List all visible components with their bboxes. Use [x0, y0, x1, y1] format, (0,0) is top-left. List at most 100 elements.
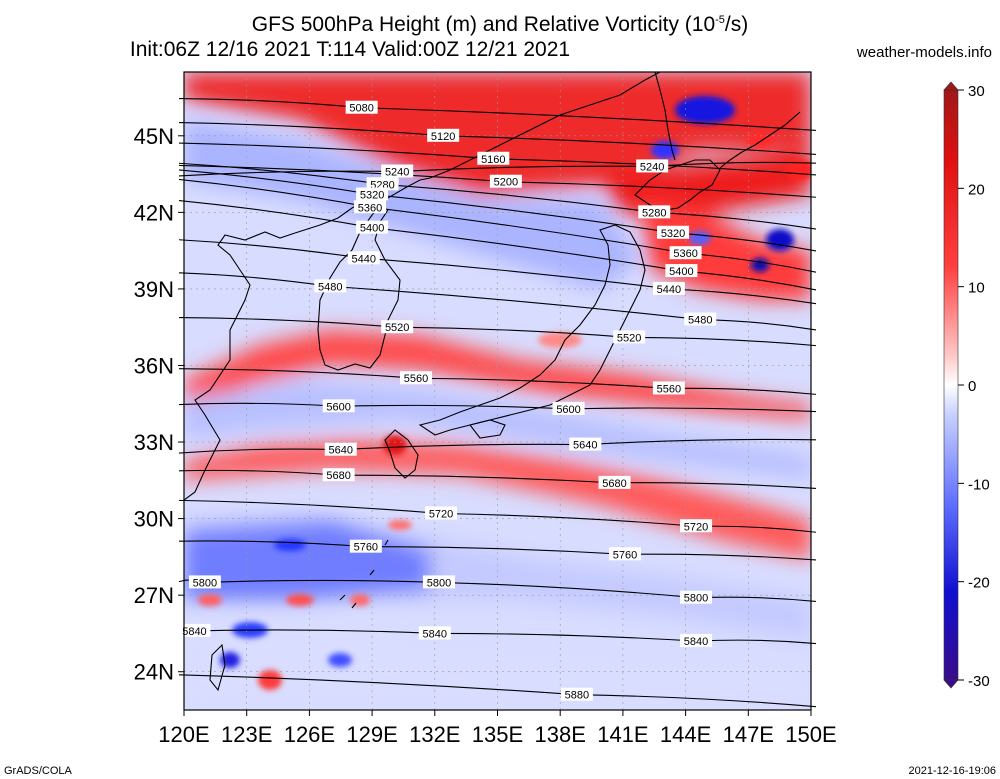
contour-label-bg: [418, 626, 451, 640]
contour-label-bg: [427, 128, 460, 142]
map-title-line-1: GFS 500hPa Height (m) and Relative Vorti…: [251, 13, 749, 36]
contour-label: 5200: [494, 177, 518, 189]
contour-label-bg: [613, 330, 646, 344]
contour-label: 5320: [360, 189, 384, 201]
lat-tick-label: 24N: [134, 660, 174, 685]
lon-tick-label: 123E: [221, 722, 272, 747]
contour-label: 5440: [351, 253, 375, 265]
lon-tick-label: 132E: [409, 722, 460, 747]
height-contour-line: [178, 272, 817, 331]
colorbar-max-arrow: [943, 81, 959, 91]
height-contour-line: [178, 200, 817, 291]
height-contours: [178, 98, 817, 708]
contour-label: 5880: [565, 690, 589, 702]
contour-label: 5680: [602, 478, 626, 490]
contour-label: 5760: [354, 542, 378, 554]
colorbar-label: 30: [968, 83, 985, 100]
colorbar-ticks: 30 20 10 0 -10 -20 -30: [958, 83, 990, 690]
height-contour-line: [178, 674, 817, 708]
contour-label: 5320: [661, 228, 685, 240]
height-contour-line: [178, 499, 817, 533]
lat-tick-label: 33N: [134, 430, 174, 455]
contour-label-bg: [322, 399, 355, 413]
contour-label: 5800: [193, 577, 217, 589]
contour-label: 5840: [684, 636, 708, 648]
colorbar-label: 10: [968, 280, 985, 297]
height-contour-line: [178, 402, 817, 413]
contour-label-bg: [356, 220, 389, 234]
height-contour-line: [178, 178, 817, 273]
colorbar-label: 0: [968, 378, 976, 395]
contour-label: 5120: [431, 131, 455, 143]
lon-tick-label: 129E: [346, 722, 397, 747]
contour-label-bg: [347, 251, 380, 265]
contour-label-bg: [422, 575, 455, 589]
contour-label-bg: [680, 519, 713, 533]
contour-label-bg: [636, 159, 669, 173]
contour-label-bg: [680, 634, 713, 648]
contour-label-bg: [680, 590, 713, 604]
contour-label: 5360: [673, 248, 697, 260]
contour-label: 5840: [182, 626, 206, 638]
map-title-line-2: Init:06Z 12/16 2021 T:114 Valid:00Z 12/2…: [129, 38, 571, 61]
contour-label-bg: [652, 281, 685, 295]
lon-tick-label: 126E: [284, 722, 335, 747]
contour-label: 5800: [684, 593, 708, 605]
colorbar-label: 20: [968, 181, 985, 198]
contour-label-bg: [665, 264, 698, 278]
contour-label-bg: [349, 539, 382, 553]
colorbar-label: -10: [968, 476, 990, 493]
lon-tick-label: 144E: [660, 722, 711, 747]
footer-timestamp: 2021-12-16-19:06: [908, 765, 996, 777]
contour-label: 5400: [360, 223, 384, 235]
contour-label-bg: [322, 468, 355, 482]
contour-label-bg: [345, 100, 378, 114]
contour-label: 5600: [556, 404, 580, 416]
lat-tick-label: 42N: [134, 200, 174, 225]
contour-label-bg: [399, 371, 432, 385]
contour-label: 5680: [326, 470, 350, 482]
contour-label-bg: [477, 151, 510, 165]
lon-tick-label: 147E: [723, 722, 774, 747]
contour-label: 5840: [423, 628, 447, 640]
lon-tick-label: 120E: [158, 722, 209, 747]
contour-label: 5520: [617, 332, 641, 344]
contour-label: 5720: [684, 521, 708, 533]
contour-label: 5360: [358, 202, 382, 214]
height-contour-line: [178, 368, 817, 395]
contour-label-bg: [684, 312, 717, 326]
colorbar-label: -30: [968, 673, 990, 690]
contour-label-bg: [657, 225, 690, 239]
colorbar-min-arrow: [943, 679, 959, 689]
contour-label-bg: [381, 164, 414, 178]
footer-software: GrADS/COLA: [4, 765, 72, 777]
contour-label: 5280: [642, 207, 666, 219]
contour-label-bg: [552, 401, 585, 415]
contour-label: 5520: [385, 322, 409, 334]
height-contour-line: [178, 540, 817, 561]
height-contour-line: [178, 239, 817, 305]
contour-label-bg: [314, 279, 347, 293]
lat-tick-label: 36N: [134, 353, 174, 378]
contour-label-bg: [569, 437, 602, 451]
contour-label-bg: [638, 205, 671, 219]
height-contour-line: [178, 438, 817, 454]
lon-tick-label: 141E: [597, 722, 648, 747]
height-contour-line: [178, 162, 817, 230]
contour-label-bg: [652, 381, 685, 395]
colorbar: [943, 89, 959, 681]
contour-label: 5760: [613, 549, 637, 561]
contour-label-bg: [425, 506, 458, 520]
contour-label: 5160: [481, 154, 505, 166]
contour-label-bg: [598, 475, 631, 489]
height-contour-line: [178, 469, 817, 490]
contour-label: 5720: [429, 508, 453, 520]
contour-label: 5800: [427, 577, 451, 589]
height-contour-line: [178, 98, 817, 131]
contour-label: 5560: [404, 373, 428, 385]
height-contour-line: [178, 317, 817, 347]
contour-label-bg: [366, 177, 399, 191]
contour-label: 5480: [688, 315, 712, 327]
contour-label-bg: [489, 174, 522, 188]
